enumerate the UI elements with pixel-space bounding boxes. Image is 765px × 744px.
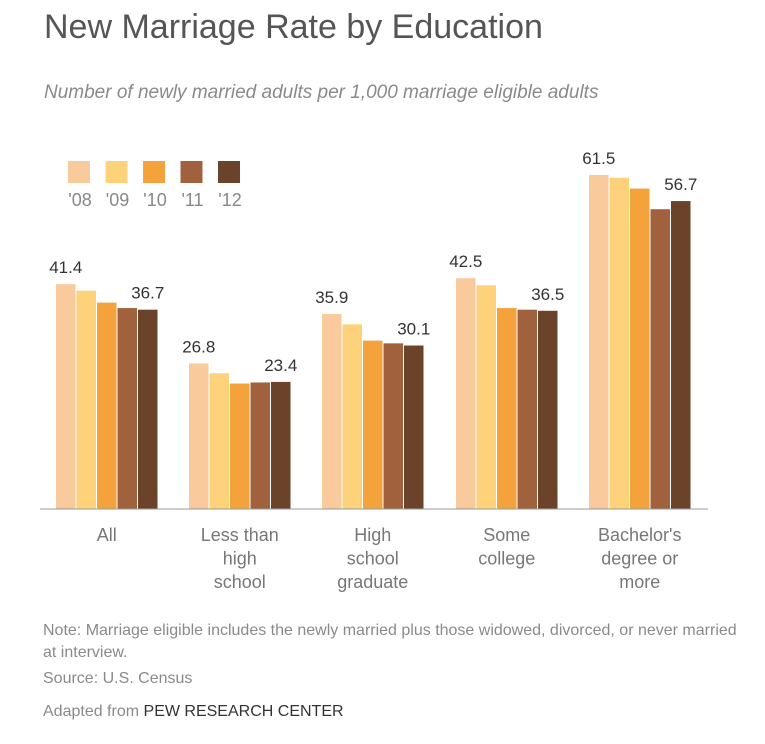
bar-11-cat1 bbox=[250, 382, 270, 509]
bar-12-cat3 bbox=[538, 310, 558, 509]
legend-swatch-08 bbox=[68, 161, 90, 183]
x-tick-label: Less than bbox=[201, 525, 279, 545]
data-label: 42.5 bbox=[449, 252, 482, 271]
bar-12-cat0 bbox=[138, 309, 158, 509]
attribution: Adapted from PEW RESEARCH CENTER bbox=[43, 703, 344, 721]
bar-09-cat3 bbox=[476, 285, 496, 509]
bar-08-cat4 bbox=[589, 175, 609, 509]
footnote: Note: Marriage eligible includes the new… bbox=[43, 622, 737, 661]
x-tick-label: college bbox=[478, 549, 535, 569]
bar-11-cat2 bbox=[383, 343, 403, 509]
data-label: 30.1 bbox=[397, 320, 430, 339]
legend-label: '10 bbox=[143, 190, 166, 210]
bar-12-cat4 bbox=[671, 201, 691, 509]
legend-label: '11 bbox=[181, 190, 203, 210]
bar-11-cat4 bbox=[650, 209, 670, 509]
data-label: 61.5 bbox=[582, 149, 615, 168]
bar-09-cat4 bbox=[609, 177, 629, 509]
legend: '08 '09 '10 '11 '12 bbox=[68, 161, 242, 210]
x-tick-label: degree or bbox=[601, 549, 678, 569]
bar-10-cat3 bbox=[497, 308, 517, 509]
bar-11-cat0 bbox=[117, 308, 137, 509]
data-label: 36.5 bbox=[531, 285, 564, 304]
bars bbox=[56, 175, 691, 509]
data-label: 56.7 bbox=[664, 175, 697, 194]
chart-subtitle: Number of newly married adults per 1,000… bbox=[44, 82, 599, 103]
bar-10-cat1 bbox=[230, 383, 250, 509]
x-tick-label: graduate bbox=[337, 572, 408, 592]
x-tick-label: Some bbox=[483, 525, 530, 545]
x-tick-label: school bbox=[347, 549, 399, 569]
chart-title: New Marriage Rate by Education bbox=[44, 8, 543, 46]
bar-12-cat2 bbox=[404, 345, 424, 509]
x-tick-label: High bbox=[354, 525, 391, 545]
bar-08-cat0 bbox=[56, 284, 76, 509]
data-label: 23.4 bbox=[264, 356, 297, 375]
bar-10-cat0 bbox=[97, 302, 117, 509]
bar-09-cat2 bbox=[342, 324, 362, 509]
bar-08-cat1 bbox=[189, 363, 209, 509]
data-label: 36.7 bbox=[131, 284, 164, 303]
x-tick-labels: All Less than high school High school graduate… bbox=[97, 525, 682, 592]
legend-swatch-11 bbox=[180, 161, 203, 183]
source-note: Source: U.S. Census bbox=[43, 670, 193, 687]
x-tick-label: Bachelor's bbox=[598, 525, 681, 545]
bar-10-cat4 bbox=[630, 188, 650, 509]
x-tick-label: high bbox=[223, 549, 257, 569]
data-label: 35.9 bbox=[315, 288, 348, 307]
attribution-org: PEW RESEARCH CENTER bbox=[143, 703, 344, 720]
legend-swatch-12 bbox=[218, 161, 240, 183]
bar-09-cat1 bbox=[209, 373, 229, 509]
legend-swatch-10 bbox=[143, 161, 165, 183]
attribution-prefix: Adapted from bbox=[43, 703, 140, 720]
bar-08-cat2 bbox=[322, 314, 342, 509]
bar-10-cat2 bbox=[363, 340, 383, 509]
data-labels: 41.4 36.7 26.8 23.4 35.9 30.1 42.5 36.5 61.5 56.7 bbox=[49, 149, 697, 375]
legend-label: '12 bbox=[218, 190, 241, 210]
bar-chart: '08 '09 '10 '11 '12 41.4 36.7 26.8 23.4 35.9 30.1… bbox=[40, 149, 708, 592]
legend-label: '09 bbox=[106, 190, 129, 210]
x-tick-label: more bbox=[619, 572, 660, 592]
bar-12-cat1 bbox=[271, 381, 291, 509]
data-label: 41.4 bbox=[49, 258, 82, 277]
legend-label: '08 bbox=[68, 190, 91, 210]
bar-11-cat3 bbox=[517, 309, 537, 509]
data-label: 26.8 bbox=[182, 337, 215, 356]
x-tick-label: school bbox=[214, 572, 266, 592]
bar-08-cat3 bbox=[456, 278, 476, 509]
bar-09-cat0 bbox=[76, 290, 96, 509]
legend-swatch-09 bbox=[105, 161, 128, 183]
x-tick-label: All bbox=[97, 525, 117, 545]
